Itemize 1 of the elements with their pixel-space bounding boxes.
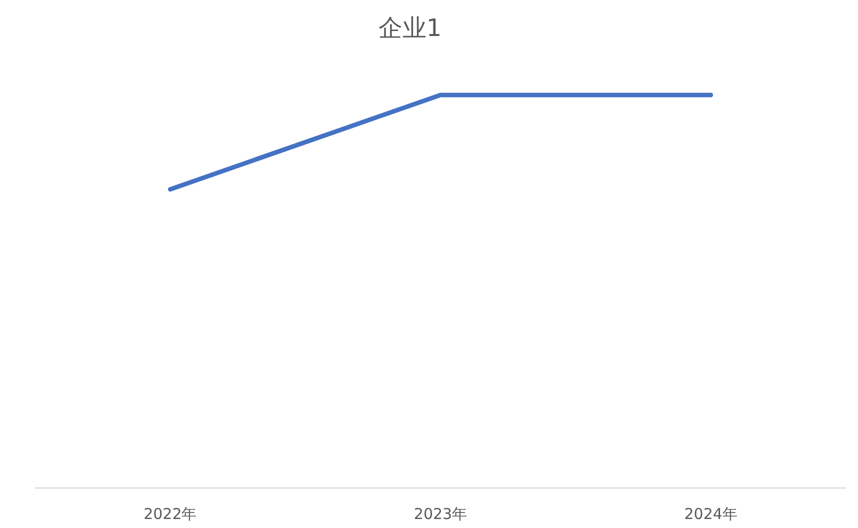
title: 企业1 xyxy=(378,14,442,42)
